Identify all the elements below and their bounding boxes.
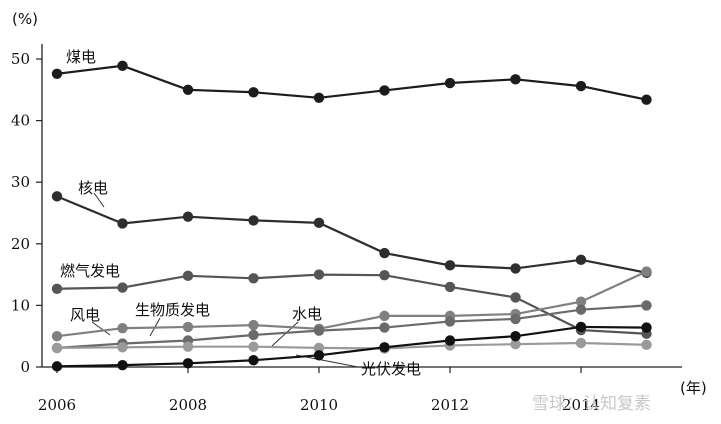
y-unit-label: (%) <box>12 10 38 28</box>
data-point <box>117 218 128 229</box>
ticks: 0 10 20 30 40 50 2006 2008 2010 2012 2014 <box>11 50 600 414</box>
data-point <box>313 269 325 280</box>
data-point <box>182 84 194 96</box>
data-point <box>182 341 194 352</box>
data-point <box>51 68 63 79</box>
data-point <box>51 361 63 372</box>
data-point <box>575 304 587 315</box>
data-point <box>379 322 390 333</box>
data-point <box>182 358 194 369</box>
data-point <box>248 273 259 284</box>
x-tick-label: 2012 <box>431 396 469 414</box>
x-tick-label: 2006 <box>38 396 76 414</box>
series-label-wind: 风电 <box>70 306 100 324</box>
data-point <box>510 74 521 85</box>
data-point <box>248 215 259 226</box>
data-point <box>313 325 325 336</box>
data-point <box>641 322 652 333</box>
data-point <box>117 322 128 334</box>
series-line-6 <box>56 325 647 368</box>
data-point <box>117 60 128 71</box>
data-point <box>379 85 390 96</box>
data-point <box>182 321 194 333</box>
y-tick-label: 20 <box>11 235 30 253</box>
leader-line-wind <box>91 321 111 336</box>
data-point <box>510 263 521 274</box>
data-point <box>641 339 652 351</box>
series-line-3 <box>56 270 647 338</box>
watermark: 雪球：认知复素 <box>532 394 651 414</box>
axes: (%) (年) <box>12 10 707 397</box>
data-point <box>575 80 587 92</box>
data-point <box>379 310 390 322</box>
series-label-solar: 光伏发电 <box>361 360 421 378</box>
x-unit-label: (年) <box>680 379 707 397</box>
data-point <box>313 342 325 354</box>
series-label-coal: 煤电 <box>66 48 96 66</box>
series-label-hydro: 水电 <box>292 305 322 323</box>
series-line-0 <box>56 64 647 101</box>
series-line-5 <box>56 341 647 350</box>
data-point <box>248 329 259 341</box>
data-point <box>641 300 652 311</box>
series-labels: 煤电 核电 燃气发电 风电 生物质发电 水电 光伏发电 <box>60 48 421 378</box>
data-point <box>444 335 456 346</box>
data-point <box>248 87 259 98</box>
series-group <box>51 60 652 372</box>
data-point <box>510 331 521 342</box>
data-point <box>117 282 128 293</box>
data-point <box>575 296 587 307</box>
series-label-gas: 燃气发电 <box>60 262 120 280</box>
data-point <box>379 342 390 353</box>
data-point <box>379 247 390 259</box>
data-point <box>51 283 63 294</box>
data-point <box>575 254 587 266</box>
data-point <box>51 191 63 202</box>
data-point <box>510 292 521 303</box>
x-tick-label: 2010 <box>300 396 338 414</box>
data-point <box>444 260 456 271</box>
data-point <box>248 341 259 352</box>
y-tick-label: 40 <box>11 112 30 130</box>
data-point <box>510 313 521 325</box>
data-point <box>510 339 521 350</box>
data-point <box>444 316 456 327</box>
data-point <box>575 321 587 333</box>
series-line-4 <box>56 304 647 350</box>
data-point <box>248 319 259 331</box>
data-point <box>51 342 63 354</box>
data-point <box>248 355 259 366</box>
data-point <box>51 331 63 342</box>
leader-line-hydro <box>271 321 299 347</box>
data-point <box>444 77 456 89</box>
y-tick-label: 30 <box>11 173 30 191</box>
data-point <box>182 211 194 222</box>
series-line-1 <box>56 195 647 274</box>
data-point <box>182 270 194 282</box>
leader-line-nuclear <box>93 192 105 208</box>
data-point <box>117 342 128 353</box>
x-tick-label: 2014 <box>562 396 600 414</box>
data-point <box>379 270 390 281</box>
series-label-biomass: 生物质发电 <box>135 301 210 319</box>
y-tick-label: 10 <box>11 296 30 314</box>
y-tick-label: 0 <box>20 358 30 376</box>
data-point <box>313 92 325 104</box>
data-point <box>444 281 456 293</box>
data-point <box>117 359 128 371</box>
data-point <box>641 266 652 277</box>
data-point <box>641 94 652 105</box>
data-point <box>313 217 325 229</box>
series-label-nuclear: 核电 <box>78 179 108 197</box>
x-tick-label: 2008 <box>169 396 207 414</box>
data-point <box>313 350 325 361</box>
y-tick-label: 50 <box>11 50 30 68</box>
data-point <box>575 337 587 349</box>
